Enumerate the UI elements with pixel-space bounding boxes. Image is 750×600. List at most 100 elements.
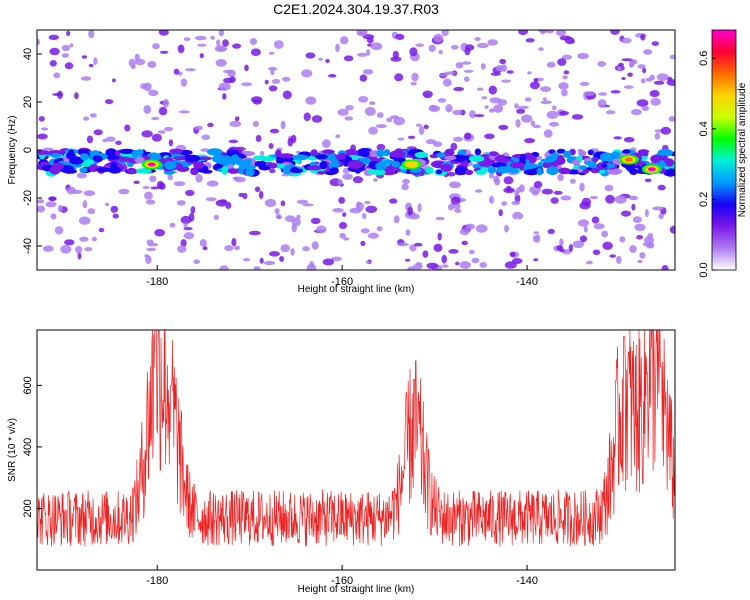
heatmap-cell bbox=[376, 226, 383, 232]
heatmap-cell bbox=[637, 259, 643, 264]
heatmap-cell bbox=[411, 72, 419, 82]
heatmap-cell bbox=[515, 119, 521, 128]
heatmap-cell bbox=[629, 59, 635, 67]
heatmap-band-cell bbox=[196, 156, 213, 161]
heatmap-cell bbox=[208, 233, 215, 242]
heatmap-cell bbox=[140, 83, 148, 90]
heatmap-band-cell bbox=[519, 153, 526, 163]
heatmap-cell bbox=[637, 64, 646, 69]
heatmap-cell bbox=[84, 247, 93, 252]
heatmap-cell bbox=[89, 113, 97, 118]
heatmap-cell bbox=[199, 53, 204, 59]
heatmap-cell bbox=[621, 77, 626, 80]
heatmap-cell bbox=[593, 223, 605, 230]
heatmap-cell bbox=[305, 52, 316, 59]
heatmap-cell bbox=[465, 223, 475, 230]
heatmap-cell bbox=[259, 150, 265, 156]
heatmap-cell bbox=[568, 244, 574, 252]
heatmap-band-cell bbox=[231, 154, 239, 161]
heatmap-cell bbox=[577, 219, 590, 227]
chart-title: C2E1.2024.304.19.37.R03 bbox=[273, 1, 439, 17]
heatmap-cell bbox=[158, 30, 169, 36]
heatmap-cell bbox=[88, 63, 94, 68]
heatmap-cell bbox=[397, 137, 405, 141]
heatmap-cell bbox=[310, 217, 321, 225]
heatmap-cell bbox=[195, 125, 203, 131]
heatmap-cell bbox=[93, 129, 103, 136]
heatmap-cell bbox=[477, 42, 489, 49]
heatmap-cell bbox=[597, 99, 607, 108]
heatmap-cell bbox=[224, 245, 234, 252]
heatmap-band-cell bbox=[578, 150, 587, 157]
heatmap-cell bbox=[66, 186, 76, 195]
heatmap-cell bbox=[539, 86, 552, 92]
heatmap-cell bbox=[479, 262, 488, 268]
heatmap-cell bbox=[569, 178, 576, 184]
heatmap-cell bbox=[61, 53, 70, 58]
heatmap-cell bbox=[469, 249, 475, 255]
heatmap-cell bbox=[435, 216, 445, 221]
heatmap-cell bbox=[282, 76, 291, 82]
heatmap-cell bbox=[242, 258, 251, 262]
heatmap-cell bbox=[453, 86, 464, 92]
heatmap-band-cell bbox=[274, 163, 285, 169]
heatmap-cell bbox=[397, 242, 409, 247]
heatmap-cell bbox=[393, 215, 400, 224]
heatmap-cell bbox=[560, 195, 572, 201]
heatmap-cell bbox=[511, 200, 521, 206]
colorbar-ticks: 0.0 0.2 0.4 0.6 bbox=[698, 51, 716, 278]
heatmap-cell bbox=[367, 232, 379, 239]
heatmap-cell bbox=[459, 261, 471, 269]
heatmap-cell bbox=[339, 36, 349, 45]
y-tick-label: 600 bbox=[22, 376, 34, 394]
heatmap-cell bbox=[279, 256, 285, 262]
heatmap-cell bbox=[303, 112, 311, 122]
heatmap-cell bbox=[592, 249, 601, 256]
heatmap-cell bbox=[244, 64, 249, 72]
heatmap-cell bbox=[542, 97, 547, 101]
heatmap-cell bbox=[476, 87, 484, 91]
heatmap-cell bbox=[149, 175, 157, 183]
heatmap-cell bbox=[280, 120, 286, 130]
snr-series-line bbox=[37, 330, 675, 547]
heatmap-cell bbox=[48, 34, 59, 40]
heatmap-cell bbox=[273, 40, 284, 49]
heatmap-cell bbox=[210, 35, 215, 40]
heatmap-peak bbox=[647, 167, 656, 172]
heatmap-cell bbox=[115, 140, 122, 145]
heatmap-cell bbox=[78, 216, 91, 225]
heatmap-cell bbox=[444, 71, 456, 75]
heatmap-band-cell bbox=[599, 152, 614, 162]
heatmap-cell bbox=[441, 254, 448, 264]
heatmap-cell bbox=[264, 79, 269, 85]
heatmap-cell bbox=[642, 242, 654, 247]
x-tick-label: -180 bbox=[146, 276, 168, 288]
heatmap-cell bbox=[291, 134, 297, 144]
heatmap-cell bbox=[268, 85, 278, 92]
heatmap-cell bbox=[579, 81, 590, 86]
heatmap-cell bbox=[330, 256, 343, 262]
heatmap-cell bbox=[151, 116, 160, 121]
heatmap-band-cell bbox=[186, 155, 201, 161]
heatmap-peak bbox=[147, 162, 156, 167]
heatmap-cell bbox=[205, 197, 217, 202]
heatmap-cell bbox=[453, 136, 463, 142]
heatmap-cell bbox=[557, 173, 564, 182]
heatmap-cell bbox=[602, 241, 613, 250]
heatmap-cell bbox=[497, 99, 508, 106]
heatmap-cell bbox=[282, 90, 292, 100]
heatmap-cell bbox=[54, 226, 64, 235]
heatmap-cell bbox=[335, 134, 341, 139]
heatmap-band-cell bbox=[640, 151, 649, 157]
heatmap-cell bbox=[487, 39, 499, 46]
heatmap-band-cell bbox=[278, 153, 294, 159]
heatmap-cell bbox=[401, 183, 409, 191]
heatmap-cell bbox=[461, 240, 469, 246]
heatmap-cell bbox=[651, 41, 659, 46]
heatmap-band-cell bbox=[663, 168, 675, 177]
heatmap-cell bbox=[631, 109, 642, 116]
heatmap-band-cell bbox=[315, 154, 328, 160]
heatmap-cell bbox=[250, 48, 261, 56]
heatmap-band-cell bbox=[193, 161, 205, 169]
heatmap-cell bbox=[561, 89, 568, 97]
